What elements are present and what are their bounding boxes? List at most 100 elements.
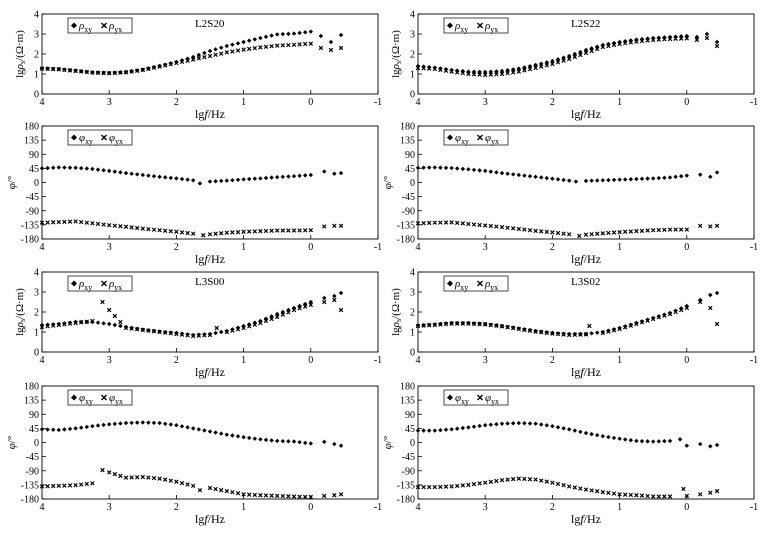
y-tick-label: 4 <box>410 10 415 21</box>
data-point <box>207 485 213 491</box>
y-tick-label: 4 <box>34 268 39 279</box>
series-φxy <box>415 420 720 449</box>
data-point <box>656 35 661 40</box>
data-point <box>252 436 257 441</box>
data-point <box>516 172 521 178</box>
y-tick-label: 1 <box>410 328 415 339</box>
data-point <box>510 476 516 482</box>
data-point <box>511 421 516 426</box>
data-point <box>67 426 73 432</box>
data-point <box>555 331 561 337</box>
data-point <box>50 220 56 225</box>
panel-L3S00-phi: 4 3 2 1 0 -1 lgf/Hz 180 135 90 45 0 -45 -90 -135 -180 φ/… <box>6 382 382 527</box>
data-point <box>566 232 572 237</box>
data-point <box>51 427 56 432</box>
data-point <box>421 484 426 490</box>
data-point <box>611 328 617 333</box>
data-point <box>274 314 280 320</box>
y-axis-label: lgρs/(Ω·m) <box>14 30 27 78</box>
data-point <box>246 324 252 329</box>
data-point <box>708 174 713 180</box>
data-point <box>269 316 274 322</box>
data-point <box>622 492 628 497</box>
data-point <box>162 477 168 482</box>
data-point <box>645 493 650 499</box>
data-point <box>308 29 313 34</box>
data-point <box>39 484 45 489</box>
data-point <box>714 43 720 49</box>
data-point <box>522 68 527 73</box>
legend-x-marker <box>101 134 107 141</box>
data-point <box>460 166 465 172</box>
data-point <box>45 484 50 489</box>
data-point <box>606 329 611 334</box>
data-point <box>538 229 544 234</box>
data-point <box>322 169 327 174</box>
data-point <box>191 178 196 183</box>
data-point <box>455 166 460 171</box>
data-point <box>449 321 454 326</box>
data-point <box>454 321 460 326</box>
data-point <box>617 177 622 182</box>
x-tick-label: -1 <box>750 242 758 253</box>
data-point <box>185 333 190 338</box>
data-point <box>90 70 95 75</box>
data-point <box>230 49 235 54</box>
data-point <box>179 332 185 337</box>
data-point <box>252 492 258 498</box>
series-ρyx <box>39 41 344 76</box>
data-point <box>73 165 78 170</box>
legend-x-marker <box>477 22 483 29</box>
data-point <box>67 165 73 170</box>
data-point <box>505 477 510 482</box>
data-point <box>471 424 477 429</box>
data-point <box>628 38 633 43</box>
data-point <box>107 422 112 427</box>
data-point <box>427 165 432 170</box>
data-point <box>247 176 252 182</box>
data-point <box>667 175 673 180</box>
data-point <box>679 34 684 39</box>
data-point <box>84 319 90 324</box>
data-point <box>302 228 308 233</box>
data-point <box>51 322 56 327</box>
data-point <box>617 41 622 47</box>
legend-label-xy: ρxy <box>454 278 468 292</box>
data-point <box>56 67 62 72</box>
x-tick-label: 2 <box>174 97 179 108</box>
data-point <box>118 170 123 175</box>
data-point <box>477 168 482 173</box>
legend-x-marker <box>477 280 483 287</box>
x-tick-label: 3 <box>107 502 112 513</box>
data-point <box>219 45 224 50</box>
data-point <box>684 33 689 39</box>
data-point <box>645 318 650 323</box>
data-point <box>263 228 269 234</box>
data-point <box>617 325 622 331</box>
data-point <box>544 60 549 65</box>
data-point <box>555 425 561 430</box>
x-tick-label: 0 <box>684 242 689 253</box>
data-point <box>129 225 134 230</box>
x-tick-label: 2 <box>174 502 179 513</box>
data-point <box>118 421 123 426</box>
data-point <box>533 329 538 334</box>
data-point <box>678 227 684 232</box>
data-point <box>174 59 179 65</box>
data-point <box>107 321 112 327</box>
data-point <box>438 322 443 327</box>
data-point <box>79 165 84 171</box>
data-point <box>567 427 572 432</box>
legend-diamond-marker <box>447 22 453 29</box>
data-point <box>583 487 589 492</box>
data-point <box>213 179 218 184</box>
data-point <box>714 290 720 296</box>
y-tick-label: 4 <box>410 268 415 279</box>
data-point <box>179 230 185 235</box>
panel-title: L3S00 <box>195 276 225 288</box>
data-point <box>527 174 533 179</box>
data-point <box>280 43 286 48</box>
data-point <box>297 306 302 311</box>
data-point <box>213 330 218 336</box>
panel-title: L3S02 <box>571 276 600 288</box>
